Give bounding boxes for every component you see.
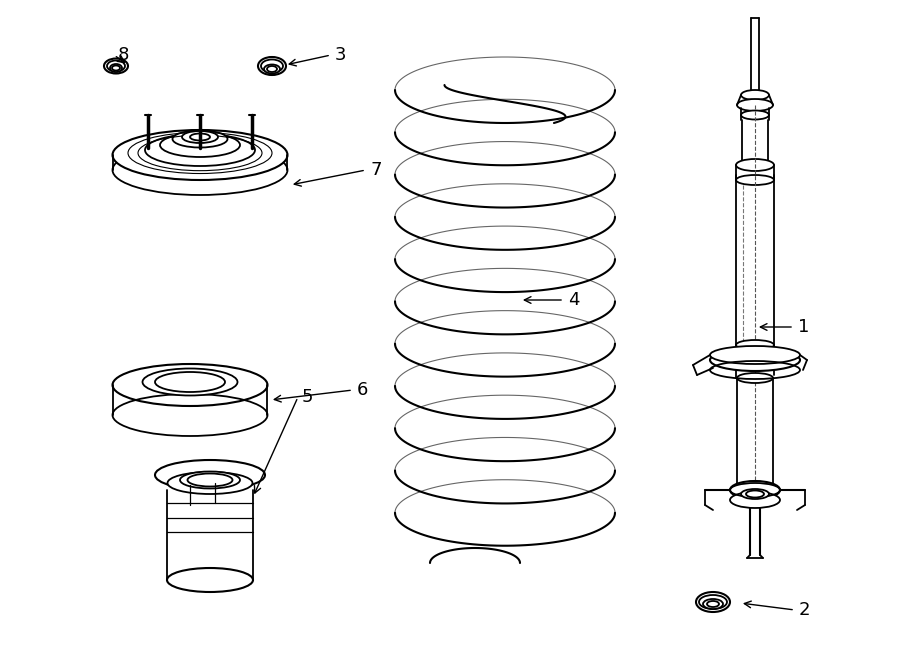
Ellipse shape (710, 349, 800, 371)
Ellipse shape (699, 595, 727, 609)
Ellipse shape (142, 368, 238, 395)
Text: 1: 1 (798, 318, 809, 336)
Text: 3: 3 (335, 46, 346, 64)
Ellipse shape (190, 134, 210, 141)
Text: 7: 7 (370, 161, 382, 179)
Ellipse shape (167, 472, 253, 494)
Ellipse shape (180, 471, 240, 488)
Ellipse shape (261, 59, 283, 73)
Ellipse shape (104, 59, 128, 73)
Ellipse shape (737, 373, 773, 383)
Text: 8: 8 (118, 46, 130, 64)
Ellipse shape (167, 568, 253, 592)
Ellipse shape (182, 131, 218, 143)
Ellipse shape (258, 57, 286, 75)
Text: 2: 2 (799, 601, 811, 619)
Ellipse shape (155, 460, 265, 490)
Ellipse shape (710, 346, 800, 364)
Ellipse shape (736, 175, 774, 185)
Ellipse shape (112, 130, 287, 180)
Ellipse shape (741, 489, 769, 499)
Ellipse shape (730, 492, 780, 508)
Ellipse shape (741, 90, 769, 100)
Ellipse shape (730, 481, 780, 499)
Ellipse shape (736, 340, 774, 350)
Text: 4: 4 (568, 291, 580, 309)
Ellipse shape (110, 64, 122, 72)
Ellipse shape (155, 372, 225, 392)
Ellipse shape (746, 490, 764, 498)
Ellipse shape (741, 110, 769, 120)
Ellipse shape (264, 65, 280, 73)
Text: 6: 6 (357, 381, 368, 399)
Ellipse shape (107, 61, 125, 71)
Ellipse shape (703, 599, 723, 609)
Ellipse shape (696, 592, 730, 612)
Ellipse shape (145, 134, 255, 166)
Ellipse shape (112, 364, 267, 406)
Ellipse shape (737, 99, 773, 111)
Ellipse shape (173, 130, 228, 147)
Ellipse shape (736, 159, 774, 171)
Text: 5: 5 (302, 388, 313, 406)
Ellipse shape (160, 133, 240, 157)
